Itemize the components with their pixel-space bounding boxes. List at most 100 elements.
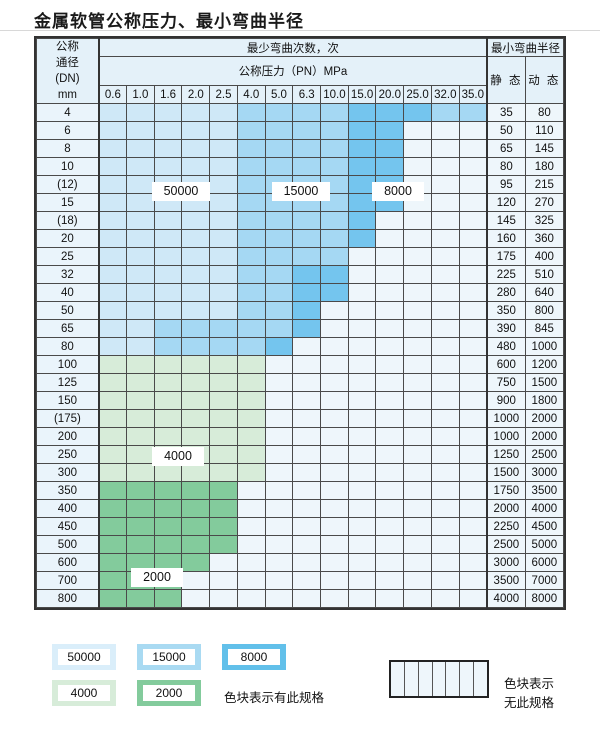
table-row: 300 1500 3000 (35, 463, 565, 482)
value-badge: 4000 (152, 447, 204, 466)
cell-filled (236, 247, 266, 266)
cell-filled (153, 409, 183, 428)
cell-empty (375, 301, 405, 320)
cell-filled (236, 121, 266, 140)
row-dynamic-radius: 110 (524, 121, 565, 140)
cell-empty (320, 463, 349, 482)
cell-filled (153, 499, 183, 518)
cell-empty (347, 517, 377, 536)
row-dn: 400 (35, 499, 100, 518)
cell-filled (153, 553, 183, 572)
cell-filled (97, 139, 128, 158)
cell-empty (430, 463, 460, 482)
cell-filled (292, 247, 322, 266)
cell-empty (375, 229, 405, 248)
cell-filled (236, 427, 266, 446)
cell-empty (292, 391, 322, 410)
cell-filled (181, 301, 211, 320)
cell-empty (430, 517, 460, 536)
cell-filled (209, 175, 238, 194)
cell-filled (347, 157, 377, 176)
header-pressure: 公称压力（PN）MPa (97, 56, 488, 86)
cell-filled (209, 391, 238, 410)
cell-empty (347, 427, 377, 446)
legend-chip: 50000 (52, 644, 116, 670)
row-dn: 300 (35, 463, 100, 482)
cell-empty (430, 481, 460, 500)
cell-filled (97, 427, 128, 446)
cell-empty (403, 409, 432, 428)
cell-filled (236, 301, 266, 320)
row-static-radius: 750 (486, 373, 526, 392)
cell-filled (375, 139, 405, 158)
cell-empty (264, 463, 294, 482)
cell-empty (292, 589, 322, 608)
header-pn-20.0: 20.0 (375, 85, 405, 104)
table-row: 25 175 400 (35, 247, 565, 266)
cell-empty (403, 553, 432, 572)
cell-filled (153, 589, 183, 608)
cell-empty (347, 337, 377, 356)
cell-filled (347, 103, 377, 122)
cell-filled (292, 319, 322, 338)
table-row: 40 280 640 (35, 283, 565, 302)
cell-empty (430, 157, 460, 176)
row-dn: 10 (35, 157, 100, 176)
cell-empty (458, 283, 488, 302)
cell-empty (236, 553, 266, 572)
cell-empty (458, 301, 488, 320)
cell-filled (153, 337, 183, 356)
cell-filled (236, 355, 266, 374)
header-pn-10.0: 10.0 (320, 85, 349, 104)
cell-empty (375, 589, 405, 608)
cell-empty (292, 499, 322, 518)
cell-filled (209, 499, 238, 518)
row-dynamic-radius: 80 (524, 103, 565, 122)
cell-filled (236, 265, 266, 284)
cell-empty (375, 319, 405, 338)
header-pn-1.0: 1.0 (126, 85, 155, 104)
cell-filled (153, 463, 183, 482)
cell-empty (292, 445, 322, 464)
cell-empty (236, 481, 266, 500)
cell-filled (97, 121, 128, 140)
cell-filled (181, 391, 211, 410)
row-static-radius: 95 (486, 175, 526, 194)
cell-empty (209, 589, 238, 608)
cell-empty (347, 571, 377, 590)
cell-filled (181, 283, 211, 302)
cell-filled (126, 499, 155, 518)
cell-empty (458, 157, 488, 176)
cell-filled (97, 481, 128, 500)
cell-empty (375, 517, 405, 536)
cell-empty (292, 409, 322, 428)
cell-empty (264, 445, 294, 464)
cell-filled (97, 355, 128, 374)
cell-empty (403, 355, 432, 374)
cell-filled (126, 391, 155, 410)
cell-filled (126, 589, 155, 608)
table-row: 6 50 110 (35, 121, 565, 140)
cell-filled (153, 535, 183, 554)
cell-filled (126, 301, 155, 320)
no-spec-swatch (389, 660, 489, 698)
cell-empty (264, 535, 294, 554)
row-dynamic-radius: 7000 (524, 571, 565, 590)
cell-filled (264, 139, 294, 158)
row-static-radius: 2500 (486, 535, 526, 554)
row-dynamic-radius: 1500 (524, 373, 565, 392)
cell-filled (209, 193, 238, 212)
cell-empty (403, 427, 432, 446)
cell-empty (403, 121, 432, 140)
cell-empty (320, 301, 349, 320)
cell-empty (430, 193, 460, 212)
cell-filled (97, 553, 128, 572)
cell-filled (126, 247, 155, 266)
cell-empty (320, 589, 349, 608)
cell-empty (347, 391, 377, 410)
cell-empty (347, 373, 377, 392)
row-dynamic-radius: 2000 (524, 427, 565, 446)
cell-filled (126, 535, 155, 554)
cell-empty (264, 373, 294, 392)
cell-empty (320, 535, 349, 554)
